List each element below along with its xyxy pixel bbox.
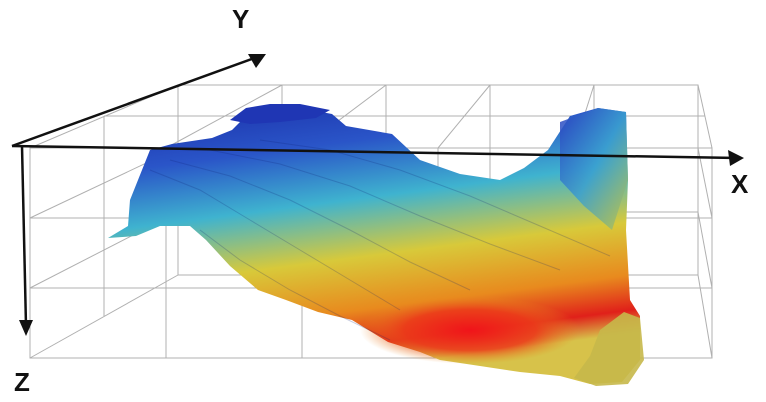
x-axis [11, 144, 739, 160]
y-axis [11, 54, 261, 148]
surface-mesh [108, 104, 644, 386]
surface-hotspot [360, 296, 580, 364]
z-axis-arrowhead [19, 320, 33, 336]
surface-lower-foot [574, 312, 644, 386]
x-axis-label: X [731, 169, 749, 199]
x-axis-arrowhead [728, 150, 744, 166]
z-axis [20, 145, 28, 327]
surface-top-flake [230, 104, 330, 124]
y-axis-label: Y [232, 4, 250, 34]
z-axis-label: Z [14, 367, 30, 397]
y-axis-arrowhead [248, 54, 266, 68]
surface-right-wall [560, 108, 628, 230]
coordinate-axes [11, 54, 744, 336]
